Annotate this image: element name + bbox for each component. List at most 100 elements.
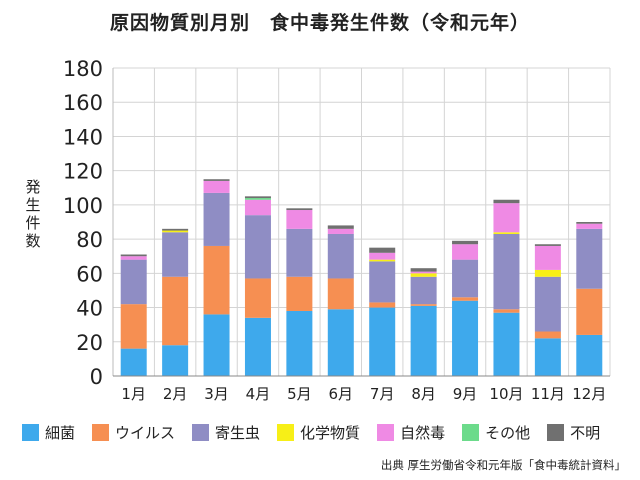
legend-item: 化学物質 <box>277 422 360 443</box>
bar-1-3 <box>162 230 189 233</box>
bar-2-2 <box>203 192 230 246</box>
y-tick-label: 80 <box>76 228 103 252</box>
legend-swatch <box>277 423 295 441</box>
bar-3-2 <box>244 215 271 279</box>
bar-9-1 <box>493 309 520 313</box>
x-tick-label: 8月 <box>411 385 436 403</box>
legend-swatch <box>92 423 110 441</box>
bar-7-0 <box>410 305 437 376</box>
bar-5-1 <box>327 278 354 310</box>
bar-8-4 <box>452 244 479 260</box>
bar-9-4 <box>493 203 520 233</box>
x-tick-label: 10月 <box>489 385 523 403</box>
bar-8-6 <box>452 240 479 245</box>
bar-3-6 <box>244 196 271 199</box>
x-tick-label: 1月 <box>121 385 146 403</box>
bar-11-6 <box>576 222 603 224</box>
bar-10-1 <box>534 331 561 339</box>
legend-label: 細菌 <box>45 423 76 442</box>
bar-10-3 <box>534 269 561 277</box>
legend-swatch <box>192 423 210 441</box>
legend-item: 不明 <box>547 422 600 443</box>
bar-2-1 <box>203 245 230 315</box>
bar-6-2 <box>369 261 396 303</box>
x-tick-label: 2月 <box>163 385 188 403</box>
bar-0-4 <box>120 256 147 260</box>
legend-item: ウイルス <box>92 422 175 443</box>
legend-label: 化学物質 <box>300 423 361 442</box>
y-tick-label: 0 <box>90 365 103 389</box>
legend-label: 寄生虫 <box>215 423 261 442</box>
bar-2-0 <box>203 314 230 376</box>
bar-5-4 <box>327 228 354 234</box>
axes: 0 20 40 60 80 100 120 140 160 180 1月 2月 3月 4月 5月 6月 7月 8月… <box>63 57 610 403</box>
x-tick-label: 4月 <box>246 385 271 403</box>
y-tick-label: 40 <box>76 297 103 321</box>
x-tick-label: 6月 <box>329 385 354 403</box>
bar-9-3 <box>493 232 520 234</box>
bar-11-2 <box>576 228 603 289</box>
bar-1-2 <box>162 232 189 277</box>
bar-7-6 <box>410 268 437 272</box>
y-tick-label: 60 <box>76 262 103 286</box>
legend-item: 自然毒 <box>377 422 445 443</box>
bar-10-6 <box>534 244 561 246</box>
bar-7-4 <box>410 271 437 274</box>
y-tick-label: 180 <box>63 57 103 81</box>
bar-4-6 <box>286 208 313 211</box>
legend-label: その他 <box>485 423 531 442</box>
y-tick-label: 160 <box>63 91 103 115</box>
legend-swatch <box>547 423 565 441</box>
bar-0-2 <box>120 259 147 305</box>
bar-1-1 <box>162 276 189 346</box>
legend-item: その他 <box>462 422 530 443</box>
x-tick-label: 9月 <box>453 385 478 403</box>
x-tick-label: 5月 <box>287 385 312 403</box>
y-axis-label: 発生件数 <box>25 178 41 250</box>
gridlines <box>112 67 611 377</box>
bar-1-0 <box>162 345 189 376</box>
bar-5-0 <box>327 309 354 376</box>
bar-7-2 <box>410 276 437 305</box>
y-tick-label: 100 <box>63 194 103 218</box>
bar-0-0 <box>120 348 147 376</box>
x-tick-label: 7月 <box>370 385 395 403</box>
legend-swatch <box>22 423 39 441</box>
legend-item: 細菌 <box>22 422 75 443</box>
y-tick-label: 20 <box>76 331 103 355</box>
bar-11-1 <box>576 288 603 335</box>
bar-5-2 <box>327 233 354 279</box>
bar-6-6 <box>369 247 396 253</box>
bar-4-0 <box>286 310 313 376</box>
bar-stacks <box>120 179 603 376</box>
bar-8-0 <box>452 300 479 376</box>
bar-6-4 <box>369 252 396 260</box>
x-tick-label: 12月 <box>572 385 606 403</box>
y-tick-label: 120 <box>63 160 103 184</box>
legend-label: 不明 <box>570 423 601 442</box>
bar-9-0 <box>493 312 520 376</box>
legend-swatch <box>462 423 480 441</box>
bar-6-1 <box>369 302 396 308</box>
source-note: 出典 厚生労働省令和元年版「食中毒統計資料」 <box>380 458 626 472</box>
bar-4-1 <box>286 276 313 311</box>
bar-8-2 <box>452 259 479 298</box>
bar-3-4 <box>244 199 271 216</box>
bar-2-6 <box>203 179 230 181</box>
bar-4-2 <box>286 228 313 277</box>
bar-4-4 <box>286 210 313 229</box>
bar-10-2 <box>534 276 561 332</box>
chart-title: 原因物質別月別 食中毒発生件数（令和元年） <box>109 12 530 34</box>
bar-9-6 <box>493 199 520 204</box>
bar-1-6 <box>162 228 189 231</box>
x-tick-label: 3月 <box>204 385 229 403</box>
bar-9-2 <box>493 233 520 310</box>
bar-3-0 <box>244 317 271 376</box>
bar-10-4 <box>534 245 561 270</box>
bar-6-0 <box>369 307 396 376</box>
bar-7-3 <box>410 273 437 277</box>
bar-11-0 <box>576 334 603 376</box>
legend-item: 寄生虫 <box>192 422 260 443</box>
bar-3-1 <box>244 278 271 318</box>
